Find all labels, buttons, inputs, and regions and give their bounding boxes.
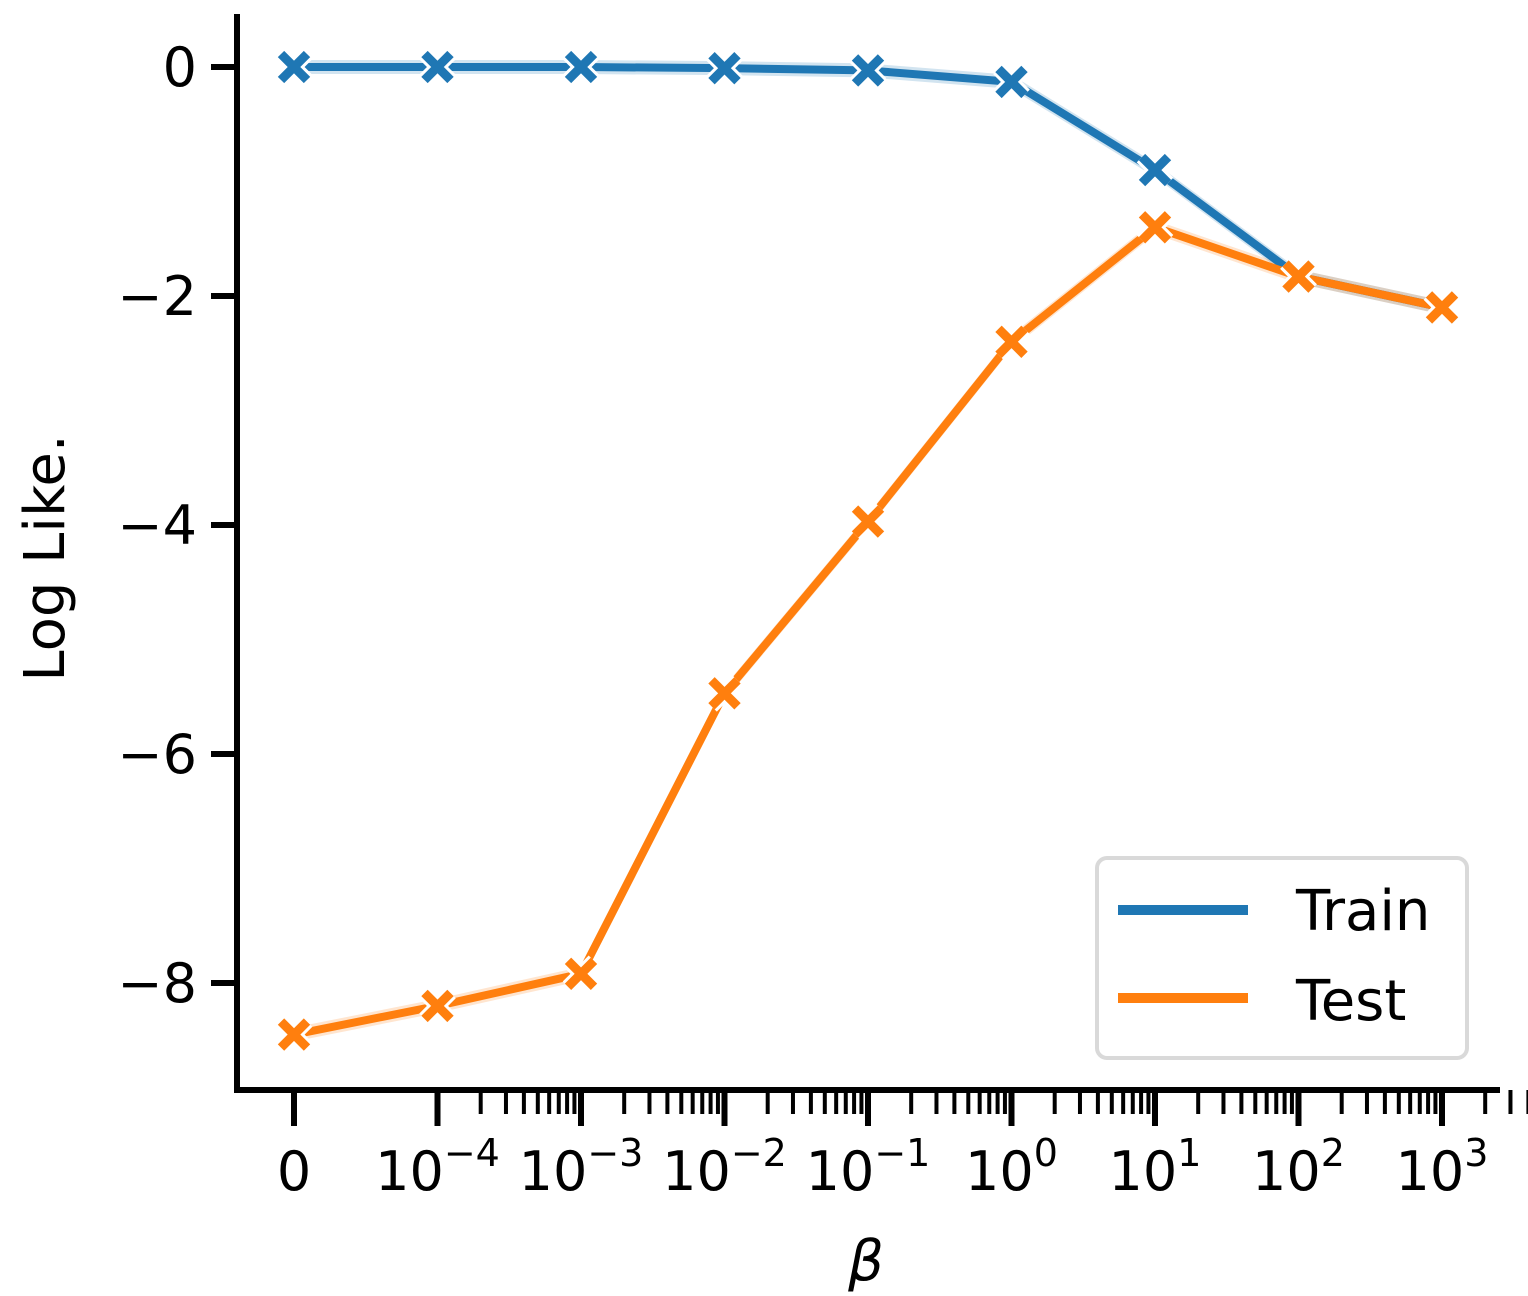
y-tick-label: 0 <box>163 36 197 99</box>
data-point-train <box>275 48 313 86</box>
marker-x <box>1138 211 1172 244</box>
x-tick-label: 0 <box>277 1140 311 1203</box>
marker-x <box>564 50 598 84</box>
data-point-test <box>1136 208 1174 246</box>
y-tick-label: −8 <box>117 952 197 1015</box>
data-point-train <box>706 49 743 87</box>
y-axis-ticks: 0 −2 −4 −6 −8 <box>117 36 237 1015</box>
marker-x <box>277 1018 311 1051</box>
marker-x <box>995 65 1028 99</box>
data-point-test <box>419 987 456 1025</box>
marker-x <box>564 957 598 991</box>
x-tick-label: 10−2 <box>662 1131 787 1203</box>
legend: Train Test <box>1095 856 1469 1060</box>
marker-x <box>421 989 454 1023</box>
data-point-train <box>993 63 1030 101</box>
data-point-test <box>706 675 743 712</box>
x-tick-label: 10−4 <box>375 1131 500 1203</box>
marker-x <box>708 677 741 710</box>
data-point-train <box>562 48 600 86</box>
data-point-test <box>1280 258 1317 295</box>
x-axis-title: β <box>847 1229 884 1294</box>
y-axis-title: Log Like. <box>13 434 78 681</box>
marker-x <box>851 54 885 87</box>
legend-label-test: Test <box>1295 969 1406 1034</box>
data-point-train <box>419 48 456 86</box>
data-point-test <box>562 955 600 993</box>
marker-x <box>1138 153 1172 187</box>
x-tick-label: 103 <box>1396 1131 1489 1203</box>
data-point-train <box>849 52 887 89</box>
legend-label-train: Train <box>1295 879 1430 944</box>
x-tick-label: 10−1 <box>806 1131 931 1203</box>
marker-x <box>851 505 885 538</box>
x-tick-label: 102 <box>1252 1131 1345 1203</box>
x-tick-label: 101 <box>1109 1131 1202 1203</box>
marker-x <box>277 50 311 84</box>
marker-x <box>995 325 1028 358</box>
x-axis-ticks: 0 10−4 10−3 10−2 10−1 100 101 102 103 <box>277 1090 1528 1203</box>
data-point-test <box>993 323 1030 361</box>
x-tick-label: 10−3 <box>519 1131 644 1203</box>
x-tick-label: 100 <box>965 1131 1058 1203</box>
data-point-test <box>849 503 887 540</box>
confidence-bands <box>294 60 1442 1042</box>
series-markers <box>275 48 1461 1053</box>
y-tick-label: −2 <box>117 265 197 328</box>
confidence-band-train <box>294 60 1442 315</box>
data-point-test <box>275 1016 313 1053</box>
y-tick-label: −4 <box>117 494 197 557</box>
data-point-test <box>1423 289 1461 326</box>
y-tick-label: −6 <box>117 723 197 786</box>
marker-x <box>708 51 741 85</box>
data-point-train <box>1136 151 1174 189</box>
marker-x <box>421 50 454 84</box>
marker-x <box>1425 291 1459 324</box>
marker-x <box>1282 260 1315 293</box>
